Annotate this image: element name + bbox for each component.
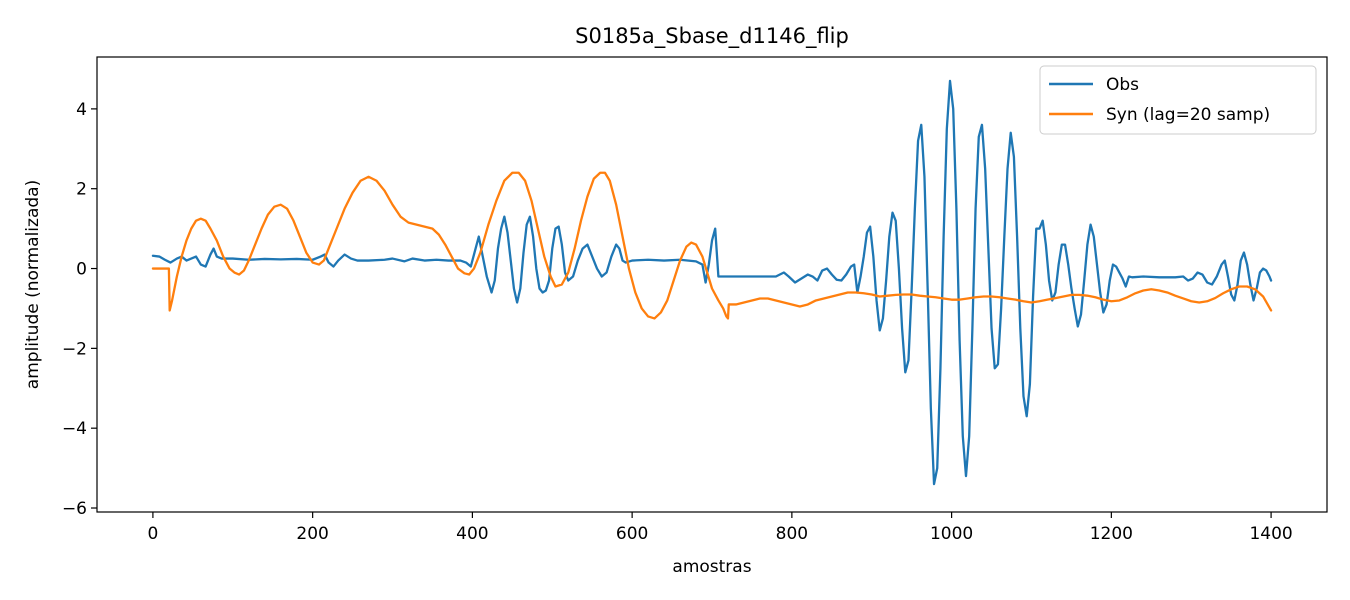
y-tick-label: −2: [62, 339, 87, 359]
x-tick-label: 600: [616, 524, 648, 544]
legend-label-syn: Syn (lag=20 samp): [1106, 105, 1270, 125]
legend: Obs Syn (lag=20 samp): [1039, 65, 1317, 135]
y-axis-ticks: −6 −4 −2 0 2 4: [62, 100, 97, 519]
x-tick-label: 1400: [1249, 524, 1292, 544]
y-tick-label: 0: [76, 260, 87, 280]
axes-frame: [96, 56, 1328, 513]
y-tick-label: 2: [76, 180, 87, 200]
series-layer: [151, 79, 1273, 486]
legend-box: [1039, 65, 1317, 135]
y-tick-label: 4: [76, 100, 87, 120]
x-axis-label: amostras: [672, 557, 751, 577]
x-axis-ticks: 0 200 400 600 800 1000 1200 1400: [147, 512, 1293, 544]
series-line-syn: [151, 171, 1273, 320]
x-tick-label: 400: [456, 524, 488, 544]
x-tick-label: 200: [296, 524, 328, 544]
y-tick-label: −4: [62, 419, 87, 439]
x-tick-label: 1000: [930, 524, 973, 544]
legend-label-obs: Obs: [1106, 75, 1139, 95]
y-tick-label: −6: [62, 499, 87, 519]
chart-title: S0185a_Sbase_d1146_flip: [575, 24, 849, 49]
x-tick-label: 0: [147, 524, 158, 544]
x-tick-label: 800: [776, 524, 808, 544]
x-tick-label: 1200: [1090, 524, 1133, 544]
y-axis-label: amplitude (normalizada): [23, 180, 43, 389]
